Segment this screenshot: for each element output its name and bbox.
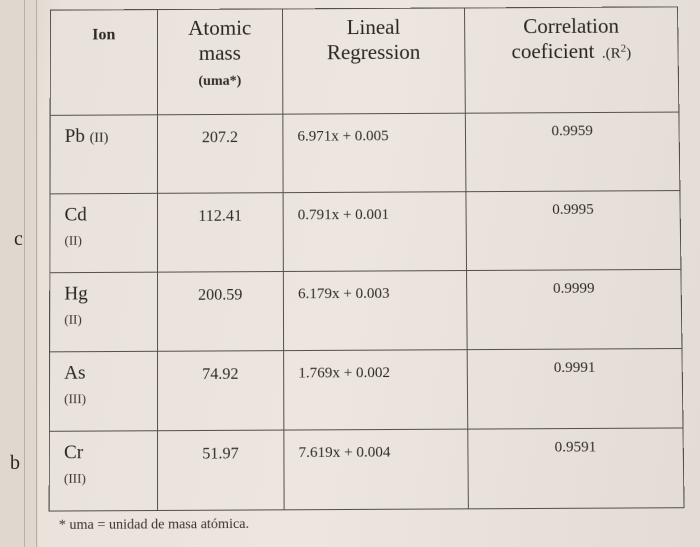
header-mass-line1: Atomic bbox=[188, 16, 251, 40]
correlation-cell: 0.9959 bbox=[465, 112, 680, 192]
ion-roman: (II) bbox=[64, 232, 146, 249]
header-corr-line1: Correlation bbox=[523, 14, 619, 39]
correlation-cell: 0.9991 bbox=[467, 349, 683, 430]
ion-roman: (II) bbox=[90, 131, 109, 146]
ion-symbol: Cd bbox=[65, 204, 147, 227]
atomic-mass-cell: 200.59 bbox=[157, 271, 283, 351]
atomic-mass-cell: 112.41 bbox=[157, 193, 283, 272]
correlation-cell: 0.9999 bbox=[466, 269, 682, 349]
ion-roman: (II) bbox=[64, 311, 146, 328]
table-row: Cd (II) 112.410.791x + 0.0010.9995 bbox=[50, 191, 681, 273]
header-correlation: Correlation coeficient .(R2) bbox=[464, 7, 679, 113]
ion-cell: Hg (II) bbox=[50, 272, 157, 352]
ion-symbol: Cr bbox=[64, 442, 147, 465]
table-row: Cr (III) 51.977.619x + 0.0040.9591 bbox=[49, 428, 684, 511]
table-row: As (III) 74.921.769x + 0.0020.9991 bbox=[49, 349, 683, 432]
ion-cell: Cr (III) bbox=[49, 431, 157, 511]
table-row: Hg (II) 200.596.179x + 0.0030.9999 bbox=[50, 269, 682, 351]
header-mass-line2: mass bbox=[199, 41, 241, 65]
margin-label-c: c bbox=[14, 228, 23, 251]
header-ion-text: Ion bbox=[92, 26, 115, 43]
ion-roman: (III) bbox=[64, 470, 147, 487]
header-atomic-mass: Atomic mass (uma*) bbox=[157, 9, 283, 115]
table-footnote: * uma = unidad de masa atómica. bbox=[49, 508, 685, 534]
correlation-cell: 0.9995 bbox=[466, 191, 681, 271]
ion-symbol: Hg bbox=[64, 283, 146, 306]
ion-cell: Cd (II) bbox=[50, 193, 157, 272]
table-header-row: Ion Atomic mass (uma*) Lineal Regression… bbox=[50, 7, 679, 116]
table-row: Pb (II) 207.26.971x + 0.0050.9959 bbox=[50, 112, 680, 194]
header-lineal-regression: Lineal Regression bbox=[282, 8, 465, 114]
header-ion: Ion bbox=[50, 10, 157, 116]
ion-cell: As (III) bbox=[49, 351, 157, 431]
atomic-mass-cell: 51.97 bbox=[157, 430, 284, 510]
regression-cell: 6.971x + 0.005 bbox=[283, 113, 466, 192]
ion-symbol: Pb (II) bbox=[65, 125, 147, 148]
regression-cell: 0.791x + 0.001 bbox=[283, 192, 466, 272]
atomic-mass-cell: 74.92 bbox=[157, 351, 284, 431]
regression-cell: 6.179x + 0.003 bbox=[283, 271, 467, 351]
header-reg-line1: Lineal bbox=[347, 15, 401, 39]
correlation-cell: 0.9591 bbox=[468, 428, 684, 509]
header-reg-line2: Regression bbox=[327, 40, 421, 65]
ion-roman: (III) bbox=[64, 391, 146, 408]
table-body: Pb (II) 207.26.971x + 0.0050.9959 Cd (II) 11… bbox=[49, 112, 684, 511]
ion-symbol: As bbox=[64, 362, 146, 385]
margin-label-b: b bbox=[10, 452, 20, 475]
regression-cell: 7.619x + 0.004 bbox=[284, 429, 468, 510]
header-r2-label: .(R2) bbox=[598, 46, 631, 62]
regression-cell: 1.769x + 0.002 bbox=[284, 350, 468, 430]
ion-data-table: Ion Atomic mass (uma*) Lineal Regression… bbox=[49, 6, 685, 511]
atomic-mass-cell: 207.2 bbox=[157, 114, 283, 193]
header-mass-unit: (uma*) bbox=[168, 74, 273, 91]
header-corr-line2: coeficient bbox=[511, 39, 594, 63]
ion-cell: Pb (II) bbox=[50, 115, 157, 194]
data-table-container: Ion Atomic mass (uma*) Lineal Regression… bbox=[49, 6, 685, 534]
